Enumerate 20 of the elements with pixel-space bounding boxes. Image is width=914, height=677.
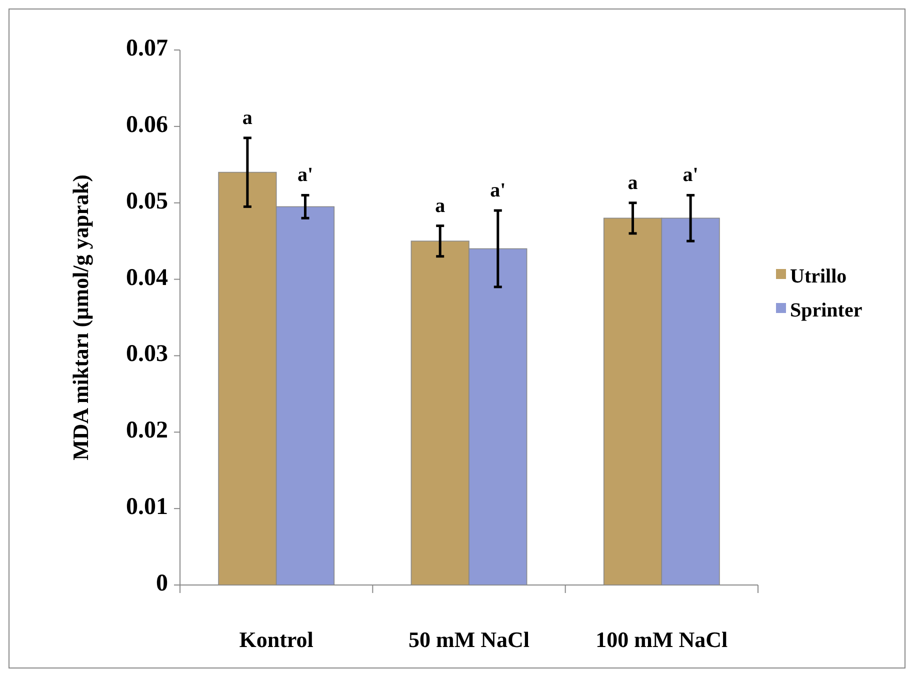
y-tick-label: 0.06 (126, 112, 168, 138)
x-tick-label: 50 mM NaCl (408, 627, 530, 652)
x-tick-label: Kontrol (239, 627, 314, 652)
annotation: a (628, 172, 638, 194)
x-tick-label: 100 mM NaCl (596, 627, 728, 652)
y-tick-label: 0.07 (126, 36, 168, 62)
y-axis-title: MDA miktarı (µmol/g yaprak) (68, 174, 93, 460)
annotation: a' (490, 180, 506, 202)
y-tick-label: 0 (156, 570, 168, 597)
y-tick-label: 0.04 (126, 264, 168, 291)
y-tick-label: 0.02 (126, 418, 168, 444)
annotation: a (435, 194, 446, 217)
annotation: a (242, 106, 252, 129)
y-tick-label: 0.03 (126, 341, 168, 368)
y-tick-label: 0.01 (126, 494, 168, 520)
y-tick-label: 0.05 (126, 188, 168, 214)
annotation: a' (682, 164, 698, 186)
legend-label: Utrillo (790, 266, 847, 288)
annotation: a' (297, 164, 314, 186)
legend-label: Sprinter (790, 300, 862, 322)
